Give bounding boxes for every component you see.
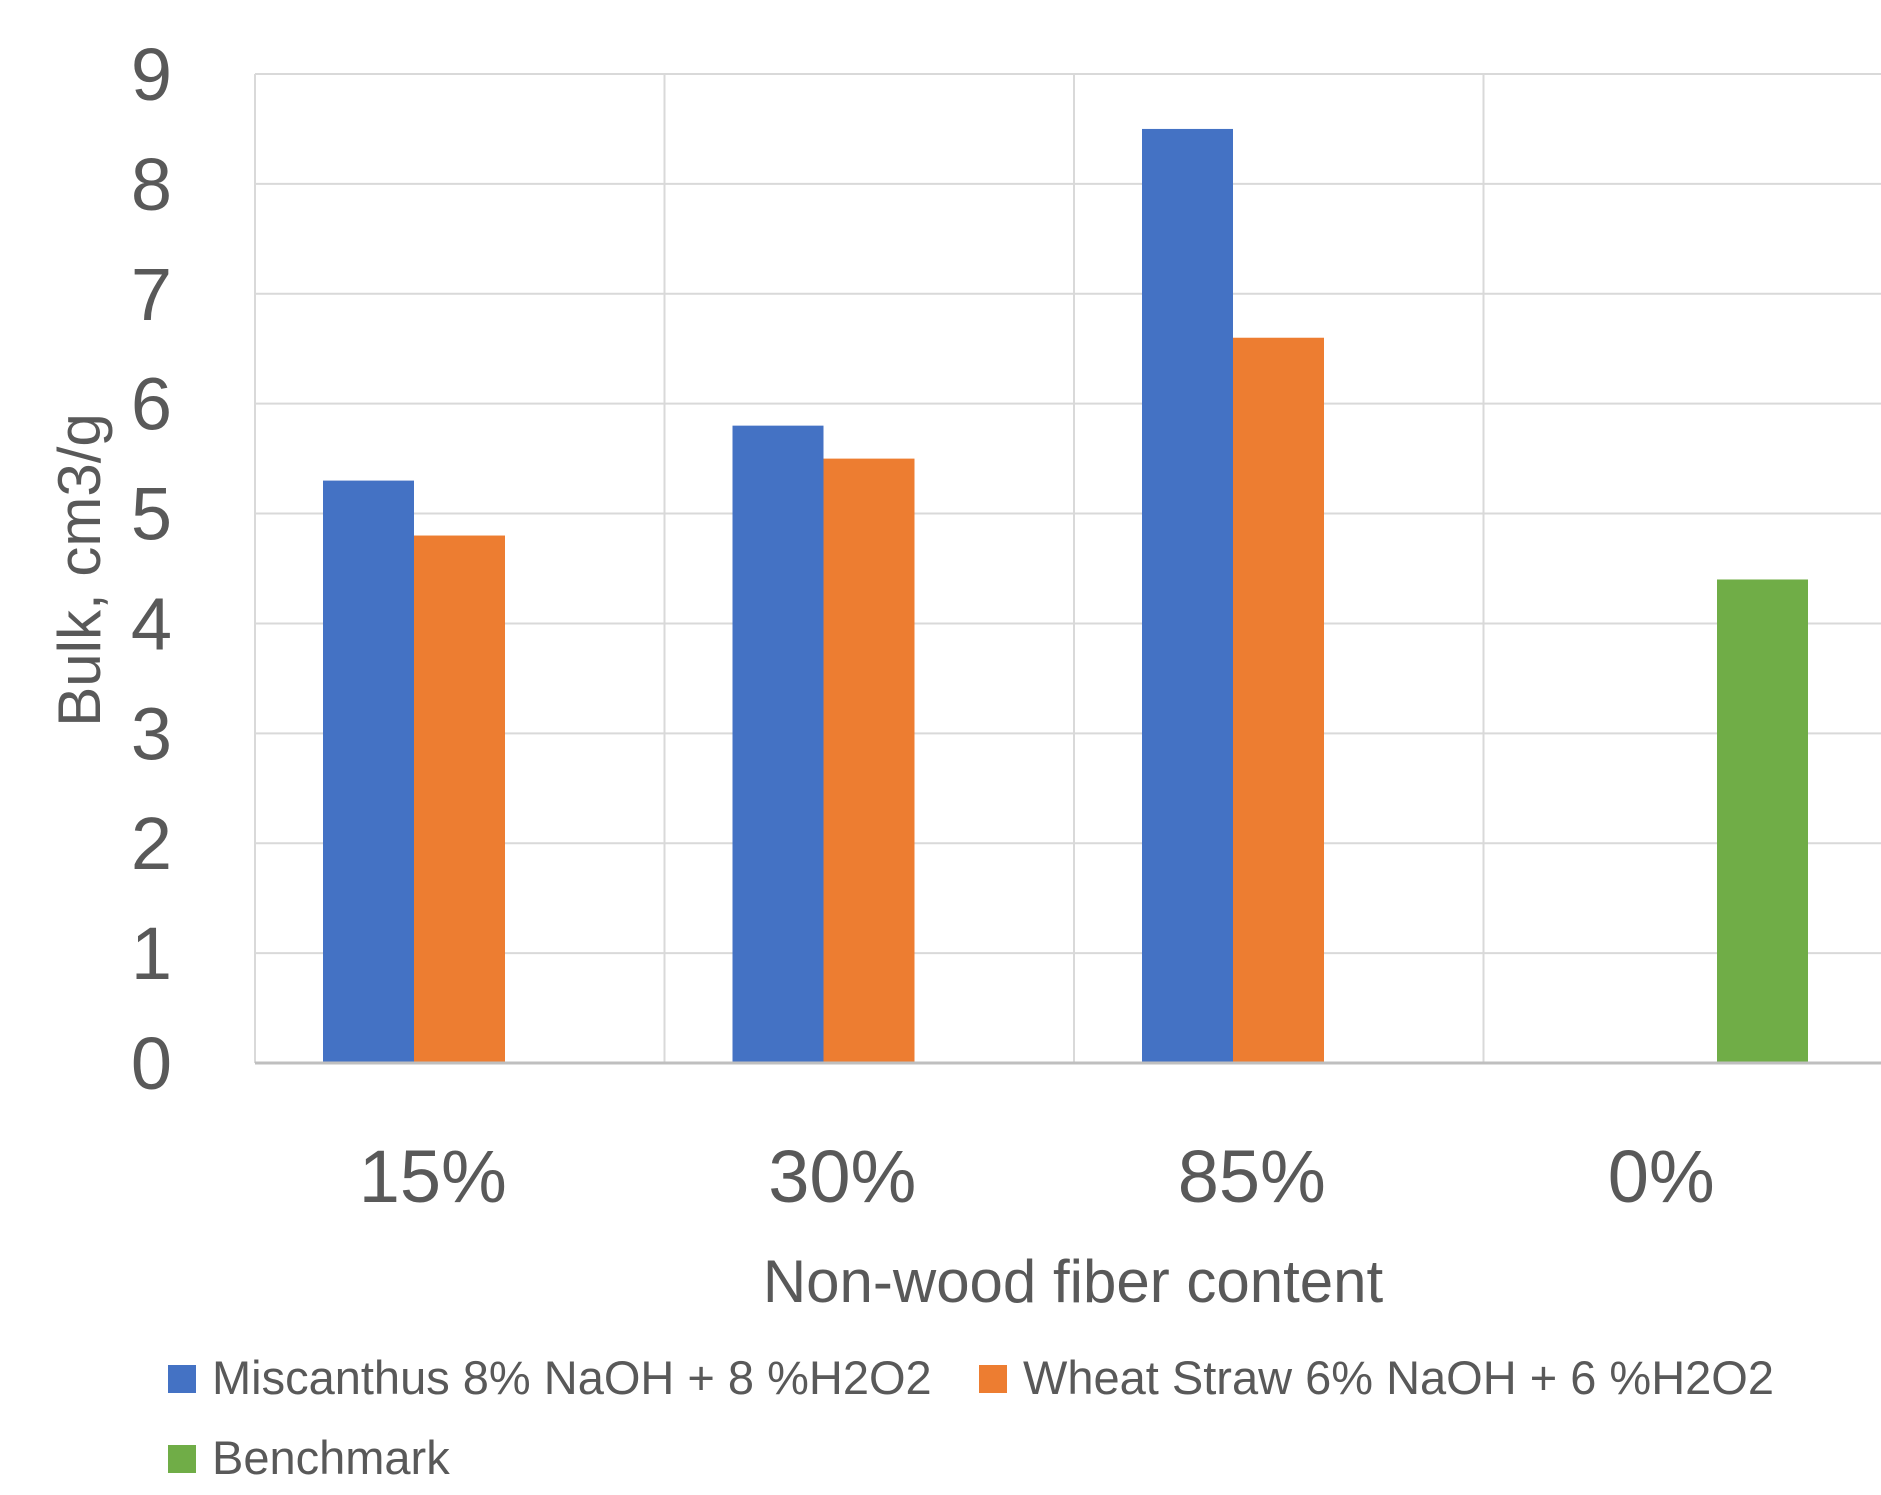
y-tick-label: 1 bbox=[131, 912, 172, 995]
y-tick-label: 8 bbox=[131, 143, 172, 226]
y-tick-label: 5 bbox=[131, 473, 172, 556]
bar-wheat-30pct bbox=[823, 458, 915, 1064]
y-tick-label: 6 bbox=[131, 363, 172, 446]
bar-benchmark-0pct bbox=[1717, 579, 1808, 1063]
legend-label: Miscanthus 8% NaOH + 8 %H2O2 bbox=[212, 1351, 932, 1404]
y-tick-label: 2 bbox=[131, 802, 172, 885]
x-tick-label: 0% bbox=[1608, 1135, 1715, 1218]
label-layer: Bulk, cm3/g Non-wood fiber content 0 1 2 3 4… bbox=[46, 33, 1715, 1315]
grid-layer bbox=[254, 73, 1881, 1063]
bar-wheat-15pct bbox=[414, 535, 505, 1063]
legend-item: Wheat Straw 6% NaOH + 6 %H2O2 bbox=[979, 1351, 1774, 1404]
bar-wheat-85pct bbox=[1233, 337, 1324, 1063]
y-tick-label: 9 bbox=[131, 33, 172, 116]
x-tick-label: 30% bbox=[768, 1135, 916, 1218]
bar-layer bbox=[323, 128, 1808, 1064]
legend-swatch bbox=[979, 1365, 1007, 1393]
bar-miscanthus-30pct bbox=[732, 425, 824, 1064]
legend-swatch bbox=[168, 1445, 196, 1473]
bar-miscanthus-85pct bbox=[1142, 128, 1233, 1063]
y-tick-label: 7 bbox=[131, 253, 172, 336]
legend-swatch bbox=[168, 1365, 196, 1393]
y-tick-label: 3 bbox=[131, 692, 172, 775]
x-axis-title: Non-wood fiber content bbox=[763, 1248, 1384, 1315]
legend-label: Benchmark bbox=[212, 1431, 450, 1484]
x-tick-label: 85% bbox=[1178, 1135, 1326, 1218]
y-tick-label: 4 bbox=[131, 582, 172, 665]
y-axis-title: Bulk, cm3/g bbox=[46, 413, 113, 726]
bar-miscanthus-15pct bbox=[323, 480, 414, 1064]
y-tick-label: 0 bbox=[131, 1022, 172, 1105]
x-tick-label: 15% bbox=[359, 1135, 507, 1218]
legend-item: Benchmark bbox=[168, 1431, 450, 1484]
legend: Miscanthus 8% NaOH + 8 %H2O2 Wheat Straw … bbox=[168, 1351, 1774, 1484]
legend-item: Miscanthus 8% NaOH + 8 %H2O2 bbox=[168, 1351, 932, 1404]
legend-label: Wheat Straw 6% NaOH + 6 %H2O2 bbox=[1023, 1351, 1774, 1404]
